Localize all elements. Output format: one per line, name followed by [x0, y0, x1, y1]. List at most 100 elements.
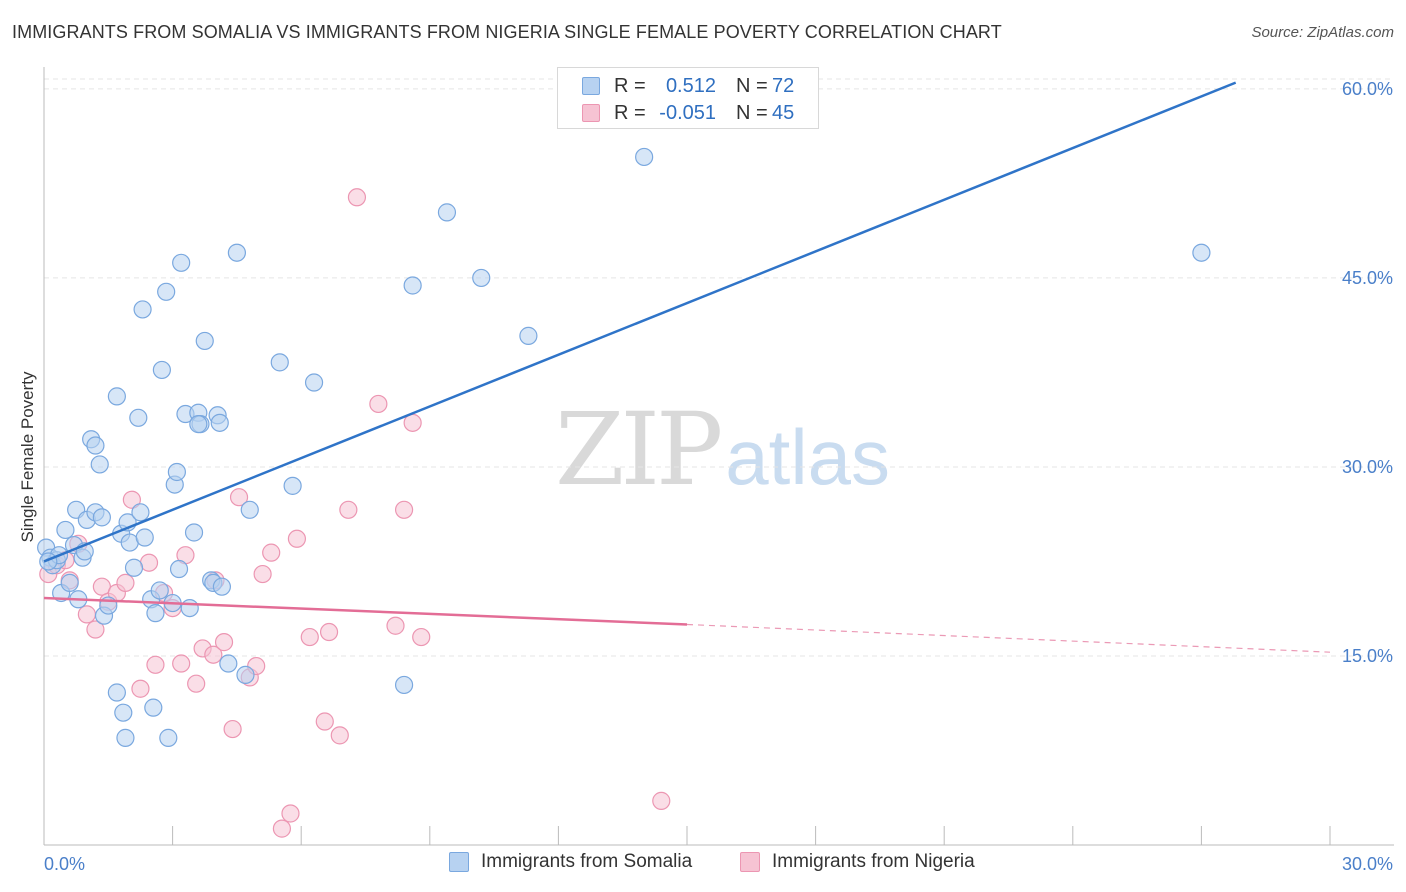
- data-point-nigeria: [122, 490, 141, 509]
- data-point-nigeria: [287, 529, 307, 548]
- data-point-somalia: [180, 598, 199, 618]
- data-point-somalia: [146, 604, 165, 623]
- legend-n-value-somalia: 72: [772, 74, 795, 97]
- data-point-somalia: [159, 728, 178, 747]
- x-tick-label: 0.0%: [44, 854, 85, 874]
- data-point-nigeria: [214, 633, 234, 652]
- data-point-somalia: [129, 408, 148, 427]
- trend-line-nigeria: [43, 596, 688, 626]
- data-point-somalia: [152, 360, 171, 380]
- data-point-somalia: [1192, 243, 1211, 262]
- trend-line-nigeria-extension: [686, 623, 1331, 653]
- data-point-nigeria: [116, 573, 135, 592]
- y-tick-label: 45.0%: [1342, 268, 1393, 288]
- data-point-nigeria: [146, 655, 165, 674]
- legend-row-nigeria: R = -0.051 N = 45: [582, 100, 802, 126]
- data-point-somalia: [39, 552, 58, 571]
- data-point-somalia: [635, 147, 654, 167]
- data-point-somalia: [240, 500, 259, 519]
- data-point-nigeria: [187, 674, 206, 693]
- data-point-nigeria: [319, 622, 339, 642]
- data-point-somalia: [90, 455, 109, 474]
- series-somalia: [37, 147, 1211, 747]
- bottom-legend-swatch-somalia: [449, 852, 469, 872]
- data-point-somalia: [107, 387, 126, 406]
- data-point-nigeria: [86, 620, 105, 639]
- data-point-nigeria: [330, 726, 349, 745]
- legend-swatch-nigeria: [582, 104, 600, 122]
- data-point-nigeria: [131, 679, 150, 698]
- data-point-nigeria: [300, 627, 319, 647]
- data-point-somalia: [219, 654, 238, 673]
- data-point-somalia: [169, 559, 189, 579]
- bottom-legend-somalia: Immigrants from Somalia: [449, 851, 692, 873]
- data-point-somalia: [133, 300, 152, 319]
- data-point-somalia: [195, 331, 214, 351]
- data-point-nigeria: [223, 719, 242, 739]
- legend-swatch-somalia: [582, 77, 600, 95]
- data-point-nigeria: [386, 616, 405, 635]
- y-tick-label: 60.0%: [1342, 79, 1393, 99]
- data-point-nigeria: [272, 819, 292, 838]
- source-credit: Source: ZipAtlas.com: [1251, 24, 1394, 41]
- data-point-somalia: [437, 203, 457, 222]
- data-point-nigeria: [315, 712, 334, 731]
- data-point-somalia: [304, 373, 324, 392]
- legend-n-label: N =: [736, 101, 768, 124]
- data-point-somalia: [157, 282, 176, 301]
- data-point-nigeria: [652, 791, 671, 810]
- legend-r-value-somalia: 0.512: [665, 74, 716, 97]
- x-tick-label: 30.0%: [1342, 854, 1393, 874]
- data-point-nigeria: [253, 564, 272, 584]
- data-point-nigeria: [394, 500, 414, 519]
- data-point-somalia: [403, 276, 422, 295]
- data-point-nigeria: [204, 645, 223, 664]
- data-point-somalia: [86, 436, 105, 455]
- data-point-somalia: [92, 508, 111, 527]
- chart-title: IMMIGRANTS FROM SOMALIA VS IMMIGRANTS FR…: [12, 22, 1002, 42]
- data-point-somalia: [150, 581, 169, 600]
- data-point-somalia: [210, 413, 229, 432]
- data-point-somalia: [394, 675, 414, 695]
- bottom-legend-swatch-nigeria: [740, 852, 760, 872]
- data-point-somalia: [227, 243, 246, 262]
- bottom-legend-label-somalia: Immigrants from Somalia: [481, 851, 693, 872]
- data-point-somalia: [184, 523, 204, 542]
- watermark-atlas: atlas: [725, 413, 891, 501]
- y-tick-label: 15.0%: [1342, 646, 1393, 666]
- data-point-nigeria: [347, 188, 367, 207]
- data-point-somalia: [124, 558, 144, 577]
- legend-r-label: R =: [614, 101, 646, 124]
- watermark-zip: ZIP: [555, 391, 723, 508]
- trend-lines: [43, 81, 1331, 653]
- data-point-somalia: [114, 703, 133, 722]
- data-point-nigeria: [229, 488, 249, 507]
- data-point-somalia: [212, 577, 231, 596]
- data-point-somalia: [116, 728, 135, 747]
- y-tick-label: 30.0%: [1342, 457, 1393, 477]
- data-point-somalia: [60, 573, 79, 592]
- bottom-legend-label-nigeria: Immigrants from Nigeria: [772, 851, 975, 872]
- legend-row-somalia: R = 0.512 N = 72: [582, 73, 802, 99]
- tick-labels: 15.0% 30.0% 45.0% 60.0% 0.0% 30.0%: [44, 79, 1393, 874]
- data-point-somalia: [270, 353, 289, 372]
- data-point-somalia: [167, 462, 186, 482]
- data-point-somalia: [131, 503, 150, 522]
- data-point-somalia: [135, 528, 154, 547]
- data-point-nigeria: [281, 804, 300, 823]
- data-point-somalia: [172, 253, 191, 272]
- correlation-legend: R = 0.512 N = 72 R = -0.051 N = 45: [557, 67, 819, 129]
- data-point-nigeria: [339, 500, 358, 519]
- data-point-somalia: [144, 698, 163, 717]
- data-point-somalia: [283, 476, 302, 495]
- data-point-nigeria: [77, 605, 96, 624]
- grid-lines: [44, 78, 1394, 657]
- bottom-legend-nigeria: Immigrants from Nigeria: [740, 851, 975, 873]
- data-point-somalia: [107, 683, 126, 702]
- trend-line-somalia: [43, 81, 1237, 563]
- data-point-somalia: [56, 520, 75, 540]
- axes: [43, 67, 1394, 846]
- data-point-somalia: [189, 415, 208, 434]
- data-point-somalia: [236, 665, 255, 684]
